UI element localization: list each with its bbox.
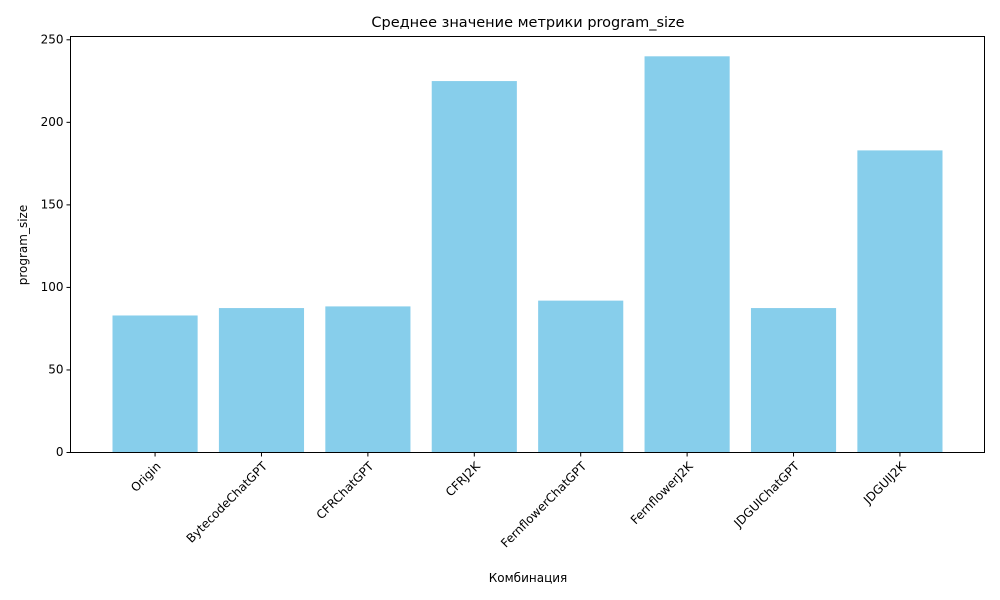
y-axis: 0 50 100 150 200 250 <box>41 32 71 459</box>
x-tick-label: FernflowerChatGPT <box>498 459 590 551</box>
x-tick-label: Origin <box>128 459 164 495</box>
y-tick-label: 100 <box>41 280 64 294</box>
y-tick-label: 250 <box>41 32 64 46</box>
y-tick-label: 50 <box>48 362 63 376</box>
bars-group <box>112 56 943 453</box>
x-tick-label: CFRChatGPT <box>314 459 377 522</box>
bar-BytecodeChatGPT <box>218 308 305 453</box>
x-axis-title: Комбинация <box>489 571 568 585</box>
bar-Origin <box>112 315 198 453</box>
bar-CFRChatGPT <box>325 306 411 453</box>
x-tick-label: BytecodeChatGPT <box>184 459 271 546</box>
bar-FernflowerChatGPT <box>538 300 624 453</box>
bar-CFRJ2K <box>431 81 517 453</box>
chart-title: Среднее значение метрики program_size <box>371 15 684 31</box>
y-tick-label: 150 <box>41 197 64 211</box>
x-tick-label: FernflowerJ2K <box>628 458 697 527</box>
bar-JDGUIChatGPT <box>750 308 837 453</box>
plot-frame <box>70 36 985 453</box>
bar-JDGUIJ2K <box>857 150 943 453</box>
x-tick-label: JDGUIJ2K <box>860 458 909 507</box>
y-tick-label: 0 <box>56 445 64 459</box>
x-tick-label: CFRJ2K <box>443 458 484 499</box>
y-axis-title: program_size <box>16 205 30 286</box>
x-axis: Origin BytecodeChatGPT CFRChatGPT CFRJ2K Fer… <box>128 452 909 551</box>
x-tick-label: JDGUIChatGPT <box>730 459 802 531</box>
y-tick-label: 200 <box>41 115 64 129</box>
bar-FernflowerJ2K <box>644 56 730 453</box>
